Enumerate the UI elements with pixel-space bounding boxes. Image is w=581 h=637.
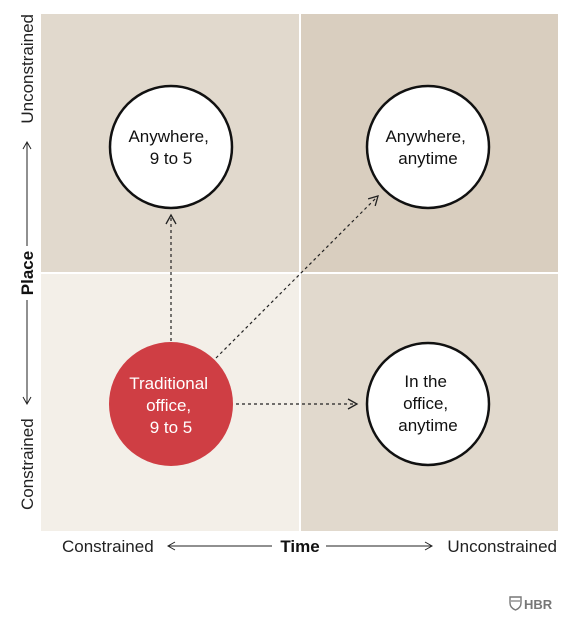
label-anywhere-anytime: Anywhere, anytime [385, 127, 470, 168]
circle-traditional-office [109, 342, 233, 466]
circle-anywhere-anytime [365, 84, 491, 210]
x-axis-high-label: Unconstrained [447, 537, 557, 556]
hbr-logo: HBR [509, 596, 553, 612]
label-in-the-office-anytime: In the office, anytime [398, 372, 458, 435]
y-axis-title: Place [18, 251, 37, 295]
x-axis-title: Time [280, 537, 319, 556]
y-axis-low-label: Constrained [18, 418, 37, 510]
circle-anywhere-9-to-5 [108, 84, 234, 210]
label-traditional-office: Traditional office, 9 to 5 [129, 374, 212, 437]
hbr-shield-icon [509, 596, 522, 611]
arrow-to-anywhere-anytime [215, 195, 379, 359]
hbr-brand-text: HBR [524, 597, 553, 612]
y-axis-high-label: Unconstrained [18, 14, 37, 124]
label-anywhere-9-to-5: Anywhere, 9 to 5 [128, 127, 213, 168]
x-axis-low-label: Constrained [62, 537, 154, 556]
circle-in-the-office-anytime [365, 341, 491, 467]
